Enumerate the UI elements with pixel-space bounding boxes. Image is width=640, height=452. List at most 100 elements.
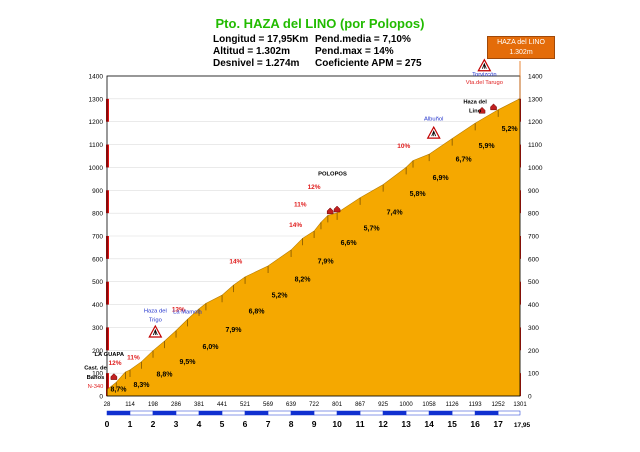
segment-grade-label: 6,6% (341, 240, 358, 247)
y-tick-label-right: 800 (528, 211, 539, 218)
max-grade-label: 12% (109, 360, 122, 367)
max-grade-label: 11% (294, 201, 307, 208)
y-tick-label-right: 700 (528, 234, 539, 241)
segment-grade-label: 8,3% (134, 382, 151, 389)
segment-grade-label: 7,9% (226, 327, 243, 334)
place-label: Trigo (149, 318, 162, 324)
segment-grade-label: 5,2% (272, 293, 289, 300)
place-label: N-340 (88, 384, 104, 390)
plot-border (106, 75, 521, 397)
village-house-icon (333, 205, 341, 213)
place-label: POLOPOS (318, 171, 347, 177)
segment-grade-label: 9,5% (180, 359, 197, 366)
segment-grade-label: 5,8% (410, 191, 427, 198)
left-altitude-bar (106, 373, 109, 396)
summit-altitude: 1.302m (509, 49, 533, 56)
altitude-label: 867 (355, 402, 366, 408)
altitude-label: 1193 (469, 402, 483, 408)
y-tick-label-left: 200 (92, 348, 103, 355)
km-bar-segment (359, 410, 384, 416)
altitude-label: 1000 (399, 402, 413, 408)
altitude-label: 28 (104, 402, 111, 408)
altitude-label: 441 (217, 402, 228, 408)
km-bar-segment (267, 410, 292, 416)
km-bar-segment (129, 410, 154, 416)
max-grade-label: 11% (127, 354, 140, 361)
left-altitude-bar (106, 236, 109, 259)
y-tick-label-left: 400 (92, 302, 103, 309)
place-label: Cast. de (84, 366, 107, 372)
y-tick-label-right: 1300 (528, 96, 543, 103)
km-bar-segment (198, 410, 223, 416)
left-altitude-bar (106, 144, 109, 168)
km-bar-segment (382, 410, 407, 416)
junction-symbol-icon (152, 328, 158, 336)
y-tick-label-left: 500 (92, 279, 103, 286)
km-bar-segment (336, 410, 361, 416)
place-label: Torvizcón (472, 72, 496, 78)
x-tick-label: 0 (105, 419, 110, 429)
place-label: Vta.del Tarugo (466, 80, 503, 86)
km-bar-segment (175, 410, 200, 416)
y-tick-label-left: 800 (92, 211, 103, 218)
x-tick-label: 1 (128, 419, 133, 429)
left-altitude-bar (106, 190, 109, 214)
km-bar-segment (474, 410, 499, 416)
y-tick-label-right: 300 (528, 325, 539, 332)
y-tick-label-left: 900 (92, 188, 103, 195)
stat-altitude: Altitud = 1.302m (213, 46, 290, 57)
stat-gain: Desnivel = 1.274m (213, 58, 300, 69)
left-altitude-bar (106, 281, 109, 305)
altitude-label: 1252 (491, 402, 505, 408)
x-tick-label: 7 (266, 419, 271, 429)
altitude-label: 722 (309, 402, 320, 408)
max-grade-label: 14% (289, 222, 302, 229)
altitude-label: 639 (286, 402, 297, 408)
altitude-label: 925 (378, 402, 389, 408)
altitude-label: 1126 (446, 402, 460, 408)
km-bar-segment (497, 410, 521, 416)
y-tick-label-left: 1100 (89, 142, 103, 149)
segment-grade-label: 7,4% (387, 209, 404, 216)
village-house-icon (110, 373, 118, 380)
x-tick-label: 16 (470, 419, 480, 429)
village-house-icon (326, 207, 334, 215)
x-tick-label: 15 (447, 419, 457, 429)
y-tick-label-right: 1200 (528, 119, 543, 126)
y-tick-label-left: 0 (99, 394, 103, 401)
km-bar-segment (405, 410, 430, 416)
km-bar-segment (428, 410, 453, 416)
x-tick-label: 14 (424, 419, 434, 429)
place-label: Haza del (144, 309, 167, 315)
segment-grade-label: 5,9% (479, 143, 496, 150)
km-bar-segment (451, 410, 476, 416)
y-tick-label-right: 900 (528, 188, 539, 195)
y-tick-label-right: 1100 (528, 142, 542, 149)
place-label: La Mamola (173, 310, 202, 316)
place-label: LA GUAPA (94, 352, 124, 358)
segment-grade-label: 8,7% (111, 386, 128, 393)
y-tick-label-right: 500 (528, 279, 539, 286)
junction-symbol-icon (481, 62, 487, 69)
altitude-label: 286 (171, 402, 182, 408)
junction-symbol-icon (431, 130, 437, 137)
y-tick-label-right: 100 (528, 371, 539, 378)
place-label: Haza del (463, 99, 487, 105)
x-tick-label: 12 (378, 419, 388, 429)
y-tick-label-left: 1200 (89, 119, 104, 126)
y-tick-label-right: 1400 (528, 74, 543, 81)
summit-name: HAZA del LINO (497, 39, 545, 46)
km-bar-segment (290, 410, 315, 416)
chart-frame (106, 75, 521, 397)
x-tick-label: 4 (197, 419, 202, 429)
x-tick-label: 10 (332, 419, 342, 429)
altitude-label: 114 (125, 402, 135, 408)
icons-layer (110, 58, 521, 390)
x-tick-label: 17 (493, 419, 503, 429)
x-tick-label: 13 (401, 419, 411, 429)
y-tick-label-right: 0 (528, 394, 532, 401)
stat-apm: Coeficiente APM = 275 (315, 58, 422, 69)
km-bar-segment (313, 410, 338, 416)
